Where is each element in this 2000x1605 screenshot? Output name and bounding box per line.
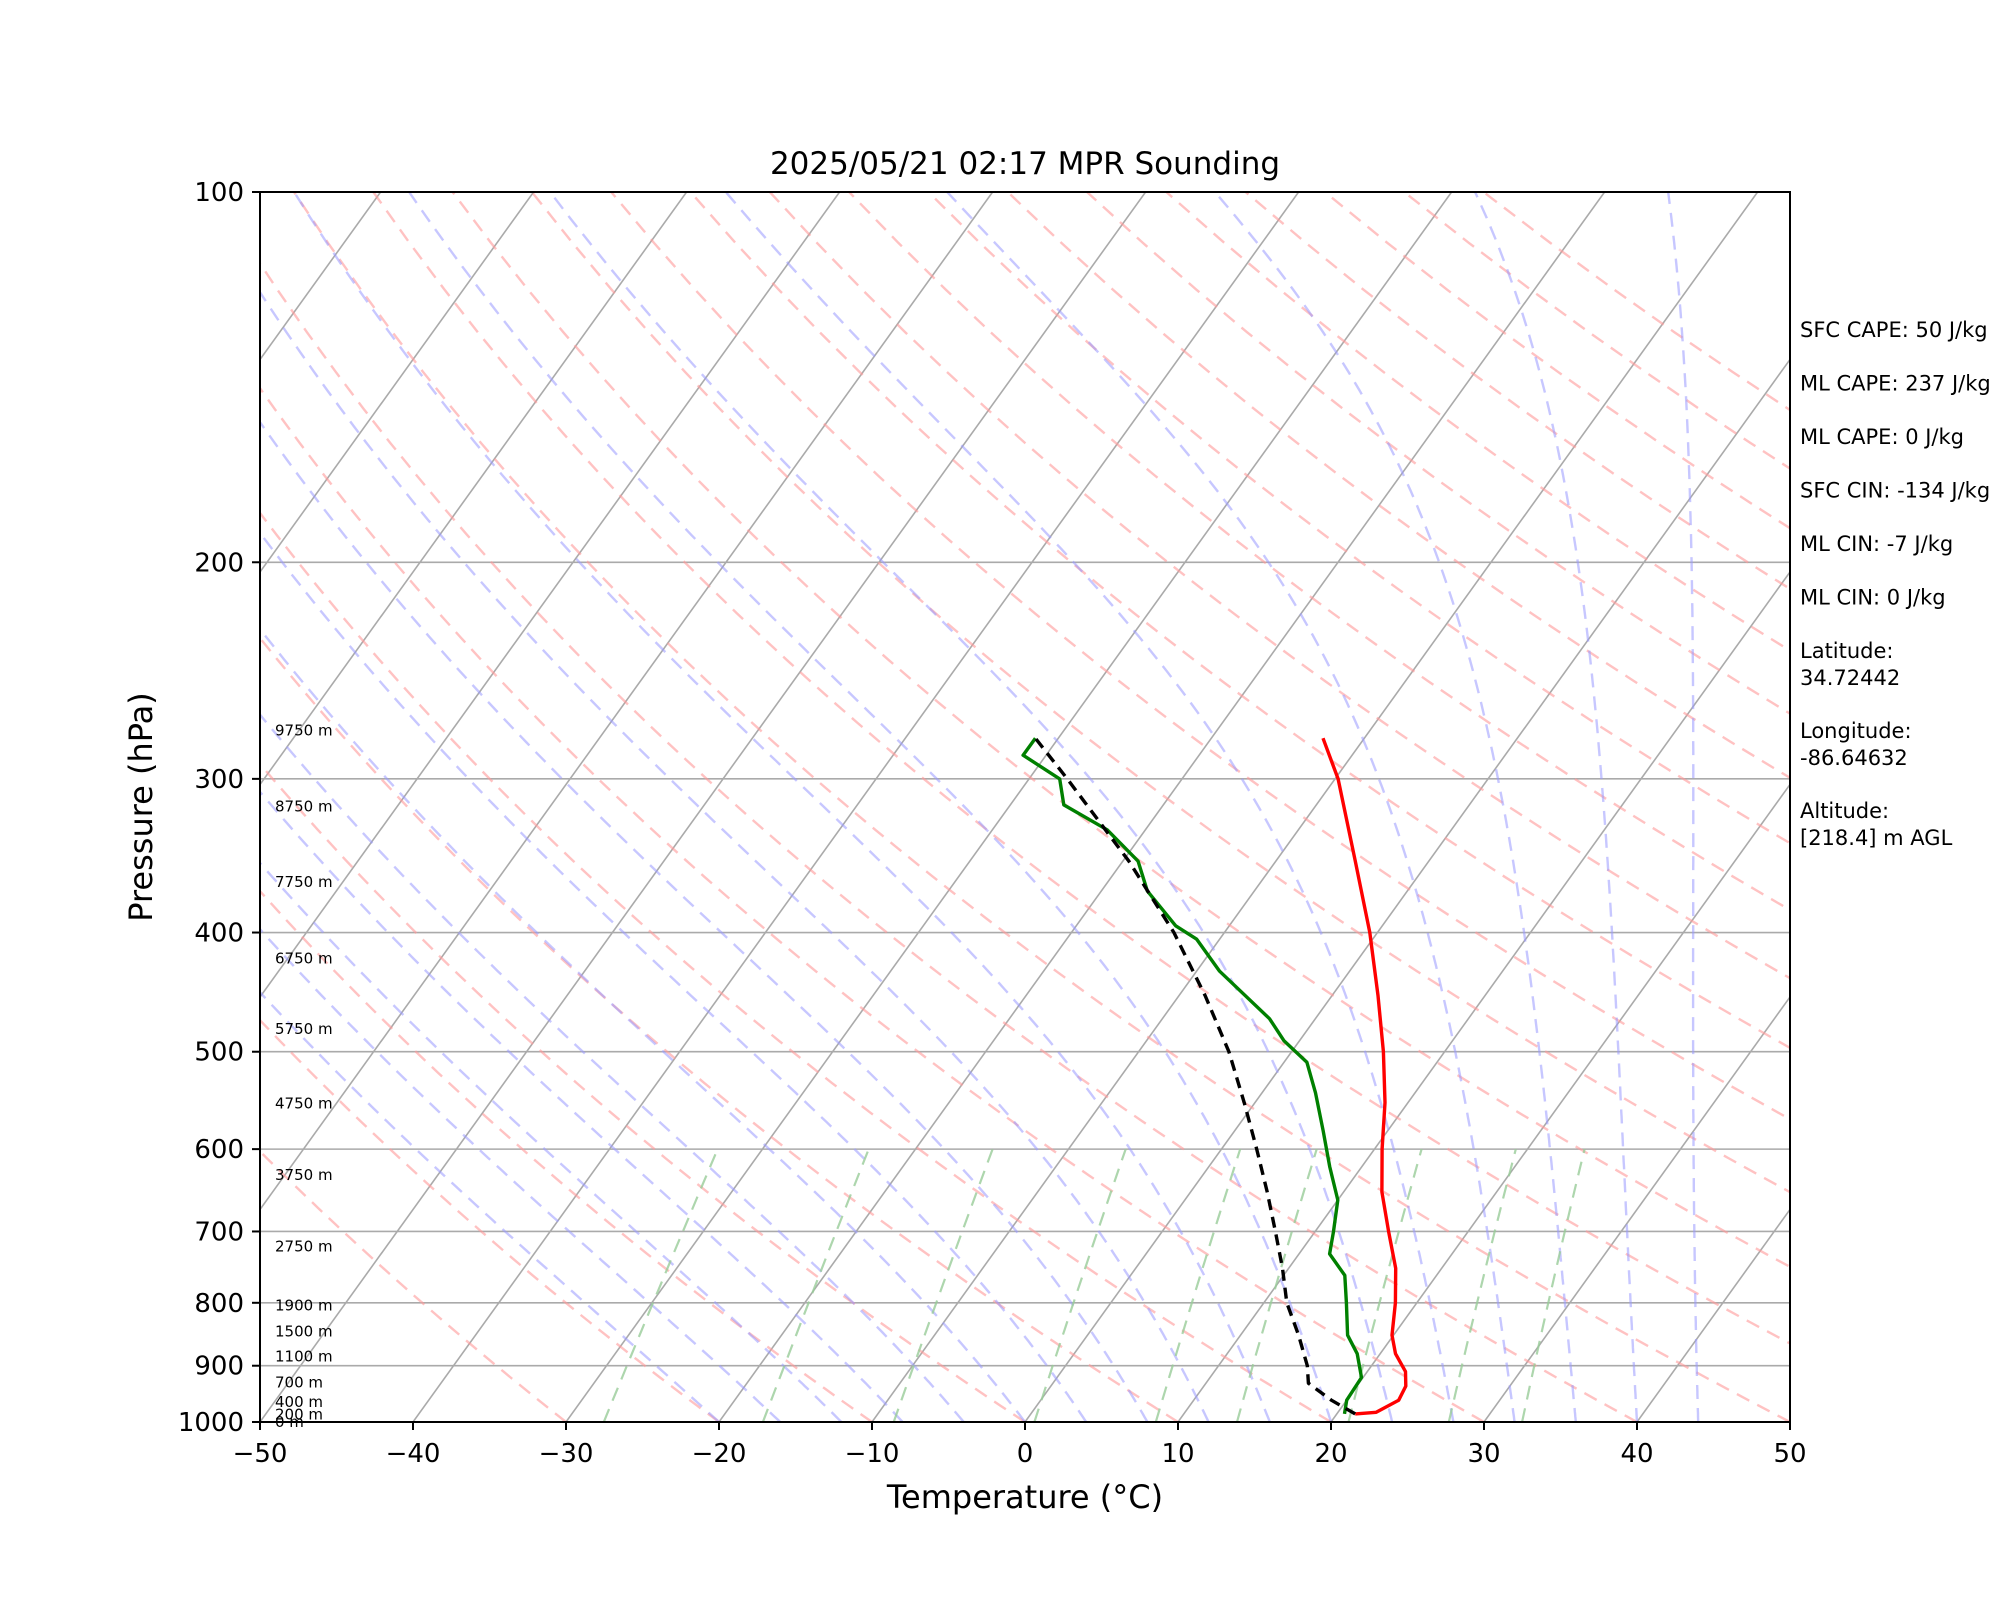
moist-adiabat-line	[1215, 192, 1576, 1422]
isotherm-line	[413, 192, 1299, 1422]
x-tick-label: −50	[233, 1439, 288, 1469]
info-text: Longitude:	[1800, 719, 1912, 743]
info-text: SFC CIN: -134 J/kg	[1800, 479, 1990, 503]
height-label: 4750 m	[275, 1095, 333, 1113]
mixing-ratio-line	[894, 1149, 993, 1422]
info-text: 34.72442	[1800, 666, 1900, 690]
mixing-ratio-line	[1237, 1149, 1317, 1422]
y-tick-label: 300	[194, 765, 244, 795]
x-tick-label: 40	[1620, 1439, 1653, 1469]
moist-adiabat-line	[409, 192, 1331, 1422]
x-axis: −50 −40 −30 −20 −10 0 10 20 30 40 50	[233, 1422, 1807, 1469]
info-text: Latitude:	[1800, 639, 1894, 663]
info-text: ML CAPE: 0 J/kg	[1800, 425, 1964, 449]
dry-adiabat-line	[611, 192, 2000, 1422]
y-tick-label: 900	[194, 1352, 244, 1382]
y-tick-label: 1000	[178, 1408, 244, 1438]
info-text: [218.4] m AGL	[1800, 826, 1953, 850]
x-tick-label: −20	[692, 1439, 747, 1469]
y-tick-label: 800	[194, 1289, 244, 1319]
height-label: 7750 m	[275, 873, 333, 891]
height-label: 2750 m	[275, 1238, 333, 1256]
x-axis-label: Temperature (°C)	[886, 1478, 1163, 1516]
parcel-profile-line	[1035, 738, 1355, 1414]
moist-adiabat-line	[1475, 192, 1637, 1422]
y-tick-label: 500	[194, 1038, 244, 1068]
chart-title: 2025/05/21 02:17 MPR Sounding	[770, 146, 1280, 182]
x-tick-label: 50	[1773, 1439, 1806, 1469]
info-panel: SFC CAPE: 50 J/kg ML CAPE: 237 J/kg ML CAP…	[1800, 318, 1991, 850]
info-text: SFC CAPE: 50 J/kg	[1800, 318, 1988, 342]
info-text: ML CAPE: 237 J/kg	[1800, 372, 1991, 396]
x-tick-label: 0	[1017, 1439, 1034, 1469]
moist-adiabat-line	[947, 192, 1514, 1422]
dry-adiabat-line	[532, 192, 2000, 1422]
moist-adiabat-line	[1668, 192, 1698, 1422]
isotherm-line	[0, 192, 687, 1422]
isotherm-line	[0, 192, 75, 1422]
x-tick-label: 10	[1161, 1439, 1194, 1469]
moist-adiabat-line	[550, 192, 1392, 1422]
moist-adiabat-line	[294, 192, 1270, 1422]
y-tick-label: 700	[194, 1217, 244, 1247]
isotherm-line	[872, 192, 1758, 1422]
height-label: 1500 m	[275, 1322, 333, 1340]
x-tick-label: −40	[386, 1439, 441, 1469]
dry-adiabat-line	[56, 192, 1331, 1422]
isotherm-line	[566, 192, 1452, 1422]
y-tick-label: 200	[194, 548, 244, 578]
dry-adiabat-line	[0, 192, 719, 1422]
moist-adiabat-line	[0, 426, 780, 1422]
y-tick-label: 400	[194, 919, 244, 949]
x-tick-label: 20	[1314, 1439, 1347, 1469]
isotherm-line	[1025, 192, 1911, 1422]
height-label: 3750 m	[275, 1166, 333, 1184]
height-label: 1100 m	[275, 1348, 333, 1366]
height-label: 1900 m	[275, 1296, 333, 1314]
y-axis: 1000 900 800 700 600 500 400 300 200 100	[178, 178, 260, 1438]
dry-adiabat-line	[135, 192, 1484, 1422]
x-tick-label: −30	[539, 1439, 594, 1469]
isotherm-line	[0, 192, 534, 1422]
moist-adiabat-line	[0, 460, 719, 1423]
x-tick-label: −10	[845, 1439, 900, 1469]
height-label: 6750 m	[275, 950, 333, 968]
y-tick-label: 100	[194, 178, 244, 208]
x-tick-label: 30	[1467, 1439, 1500, 1469]
dry-adiabat-line	[453, 192, 2000, 1422]
height-label: 700 m	[275, 1374, 323, 1392]
dewpoint-line	[1023, 738, 1361, 1414]
profile-lines	[1023, 738, 1406, 1414]
plot-frame	[260, 192, 1790, 1422]
height-label: 400 m	[275, 1393, 323, 1411]
height-label: 9750 m	[275, 721, 333, 739]
temperature-line	[1323, 738, 1406, 1414]
info-text: Altitude:	[1800, 799, 1889, 823]
info-text: ML CIN: 0 J/kg	[1800, 586, 1946, 610]
isotherm-line	[719, 192, 1605, 1422]
height-label: 8750 m	[275, 798, 333, 816]
info-text: ML CIN: -7 J/kg	[1800, 532, 1953, 556]
mixing-ratio-line	[1156, 1149, 1240, 1422]
mixing-ratio-line	[1449, 1149, 1516, 1422]
info-text: -86.64632	[1800, 746, 1908, 770]
height-label: 5750 m	[275, 1020, 333, 1038]
y-axis-label: Pressure (hPa)	[122, 692, 160, 922]
y-tick-label: 600	[194, 1135, 244, 1165]
